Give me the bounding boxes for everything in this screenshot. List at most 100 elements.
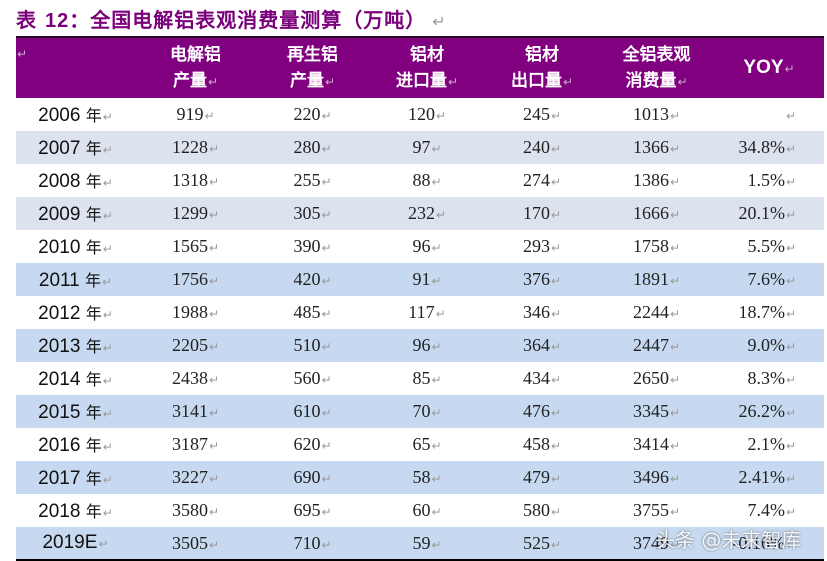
- cell-yoy: 34.8%↵: [738, 137, 796, 157]
- cell-apparent-consumption: 1386↵: [632, 170, 681, 190]
- header-apparent-consumption: 全铝表观 消费量↵: [622, 44, 691, 91]
- paragraph-mark-icon: ↵: [208, 406, 220, 420]
- cell-imports: 60↵: [412, 500, 442, 520]
- paragraph-mark-icon: ↵: [669, 208, 681, 222]
- paragraph-mark-icon: ↵: [785, 241, 796, 255]
- cell-apparent-consumption: 2447↵: [632, 335, 681, 355]
- paragraph-mark-icon: ↵: [669, 439, 681, 453]
- cell-yoy: 2.1%↵: [747, 434, 796, 454]
- paragraph-mark-icon: ↵: [321, 340, 332, 354]
- paragraph-mark-icon: ↵: [431, 340, 442, 354]
- cell-yoy: 26.2%↵: [738, 401, 796, 421]
- paragraph-mark-icon: ↵: [102, 506, 113, 520]
- cell-imports: 120↵: [407, 104, 447, 124]
- cell-exports: 240↵: [522, 137, 562, 157]
- cell-year: 2010 年↵: [38, 237, 113, 258]
- table-header-row: ↵ 电解铝 产量↵ 再生铝 产量↵ 铝材 进口量↵ 铝材 出口量↵ 全铝表观 消费量↵ Y…: [16, 37, 824, 98]
- cell-yoy: 1.5%↵: [747, 170, 796, 190]
- paragraph-mark-icon: ↵: [321, 439, 332, 453]
- cell-year: 2007 年↵: [38, 138, 113, 159]
- cell-year: 2008 年↵: [38, 171, 113, 192]
- cell-apparent-consumption: 3749↵: [632, 532, 681, 553]
- paragraph-mark-icon: ↵: [785, 109, 796, 123]
- cell-imports: 59↵: [412, 532, 442, 553]
- cell-year: 2014 年↵: [38, 369, 113, 390]
- cell-yoy: 7.4%↵: [747, 500, 796, 520]
- paragraph-mark-icon: ↵: [677, 74, 688, 89]
- table-title: 表 12：全国电解铝表观消费量测算（万吨） ↵: [16, 4, 447, 34]
- paragraph-mark-icon: ↵: [431, 175, 442, 189]
- paragraph-mark-icon: ↵: [785, 439, 796, 453]
- paragraph-mark-icon: ↵: [102, 341, 113, 355]
- paragraph-mark-icon: ↵: [102, 374, 113, 388]
- paragraph-mark-icon: ↵: [550, 505, 562, 519]
- cell-exports: 170↵: [522, 203, 562, 223]
- paragraph-mark-icon: ↵: [785, 472, 796, 486]
- paragraph-mark-icon: ↵: [669, 406, 681, 420]
- cell-year: 2009 年↵: [38, 204, 113, 225]
- cell-exports: 376↵: [522, 269, 562, 289]
- cell-year: 2017 年↵: [38, 468, 113, 489]
- year-suffix: 年: [85, 337, 102, 356]
- table-row: 2009 年↵ 1299↵ 305↵ 232↵ 170↵ 1666↵ 20.1%↵: [16, 197, 824, 230]
- paragraph-mark-icon: ↵: [102, 209, 113, 223]
- cell-recycled-output: 695↵: [293, 500, 332, 520]
- table-row: 2015 年↵ 3141↵ 610↵ 70↵ 476↵ 3345↵ 26.2%↵: [16, 395, 824, 428]
- cell-primary-output: 3580↵: [171, 500, 220, 520]
- paragraph-mark-icon: ↵: [431, 439, 442, 453]
- paragraph-mark-icon: ↵: [669, 340, 681, 354]
- paragraph-mark-icon: ↵: [785, 340, 796, 354]
- table-row: 2018 年↵ 3580↵ 695↵ 60↵ 580↵ 3755↵ 7.4%↵: [16, 494, 824, 527]
- paragraph-mark-icon: ↵: [208, 373, 220, 387]
- cell-exports: 476↵: [522, 401, 562, 421]
- paragraph-mark-icon: ↵: [431, 505, 442, 519]
- paragraph-mark-icon: ↵: [550, 472, 562, 486]
- cell-yoy: 5.5%↵: [747, 236, 796, 256]
- paragraph-mark-icon: ↵: [785, 208, 796, 222]
- cell-imports: 97↵: [412, 137, 442, 157]
- cell-apparent-consumption: 2244↵: [632, 302, 681, 322]
- cell-recycled-output: 420↵: [293, 269, 332, 289]
- cell-apparent-consumption: 1366↵: [632, 137, 681, 157]
- cell-recycled-output: 560↵: [293, 368, 332, 388]
- cell-yoy: ↵: [714, 98, 824, 131]
- paragraph-mark-icon: ↵: [431, 241, 442, 255]
- header-recycled-output: 再生铝 产量↵: [287, 44, 338, 91]
- cell-recycled-output: 220↵: [293, 104, 332, 124]
- cell-exports: 525↵: [522, 532, 562, 553]
- cell-exports: 479↵: [522, 467, 562, 487]
- cell-year: 2011 年↵: [38, 270, 113, 291]
- cell-primary-output: 3505↵: [171, 532, 220, 553]
- header-imports: 铝材 进口量↵: [395, 44, 459, 91]
- cell-apparent-consumption: 3414↵: [632, 434, 681, 454]
- cell-year: 2018 年↵: [38, 501, 113, 522]
- year-suffix: 年: [85, 436, 102, 455]
- paragraph-mark-icon: ↵: [550, 537, 562, 552]
- year-suffix: 年: [85, 139, 102, 158]
- cell-recycled-output: 280↵: [293, 137, 332, 157]
- paragraph-mark-icon: ↵: [550, 406, 562, 420]
- paragraph-mark-icon: ↵: [785, 175, 796, 189]
- paragraph-mark-icon: ↵: [208, 175, 220, 189]
- paragraph-mark-icon: ↵: [669, 274, 681, 288]
- cell-imports: 70↵: [412, 401, 442, 421]
- paragraph-mark-icon: ↵: [785, 505, 796, 519]
- paragraph-mark-icon: ↵: [431, 373, 442, 387]
- paragraph-mark-icon: ↵: [208, 340, 220, 354]
- paragraph-mark-icon: ↵: [321, 537, 332, 552]
- cell-year: 2012 年↵: [38, 303, 113, 324]
- title-number: 12: [44, 10, 70, 32]
- paragraph-mark-icon: ↵: [208, 208, 220, 222]
- cell-primary-output: 1318↵: [171, 170, 220, 190]
- cell-imports: 88↵: [412, 170, 442, 190]
- paragraph-mark-icon: ↵: [550, 175, 562, 189]
- cell-primary-output: 3227↵: [171, 467, 220, 487]
- paragraph-mark-icon: ↵: [208, 241, 220, 255]
- cell-primary-output: 3141↵: [171, 401, 220, 421]
- paragraph-mark-icon: ↵: [669, 373, 681, 387]
- cell-yoy: 2.41%↵: [738, 467, 796, 487]
- cell-imports: 65↵: [412, 434, 442, 454]
- paragraph-mark-icon: ↵: [208, 142, 220, 156]
- paragraph-mark-icon: ↵: [208, 439, 220, 453]
- paragraph-mark-icon: ↵: [208, 505, 220, 519]
